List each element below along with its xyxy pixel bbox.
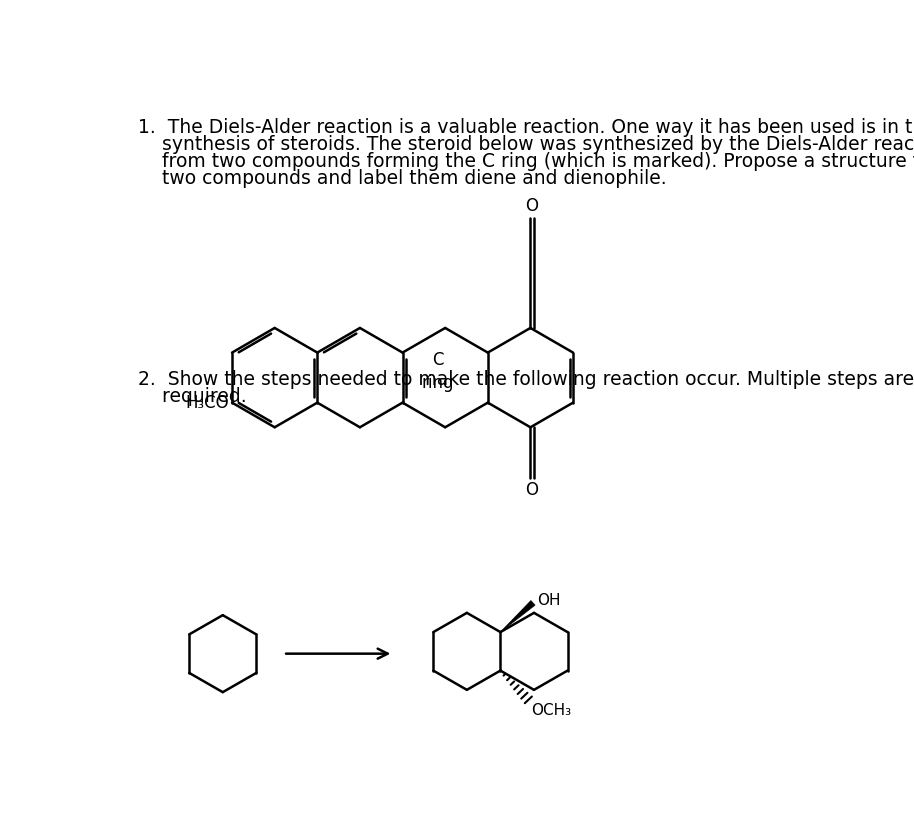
Text: synthesis of steroids. The steroid below was synthesized by the Diels-Alder reac: synthesis of steroids. The steroid below… bbox=[137, 134, 914, 154]
Polygon shape bbox=[501, 601, 535, 632]
Text: O: O bbox=[526, 197, 538, 215]
Text: C
ring: C ring bbox=[421, 351, 453, 391]
Text: from two compounds forming the C ring (which is marked). Propose a structure for: from two compounds forming the C ring (w… bbox=[137, 151, 914, 171]
Text: OH: OH bbox=[537, 593, 560, 608]
Text: O: O bbox=[526, 481, 538, 499]
Text: two compounds and label them diene and dienophile.: two compounds and label them diene and d… bbox=[137, 169, 666, 187]
Text: 2.  Show the steps needed to make the following reaction occur. Multiple steps a: 2. Show the steps needed to make the fol… bbox=[137, 370, 914, 389]
Text: 1.  The Diels-Alder reaction is a valuable reaction. One way it has been used is: 1. The Diels-Alder reaction is a valuabl… bbox=[137, 118, 914, 137]
Text: OCH₃: OCH₃ bbox=[531, 703, 571, 718]
Text: H₃CO: H₃CO bbox=[186, 394, 228, 412]
Text: required.: required. bbox=[137, 387, 246, 407]
